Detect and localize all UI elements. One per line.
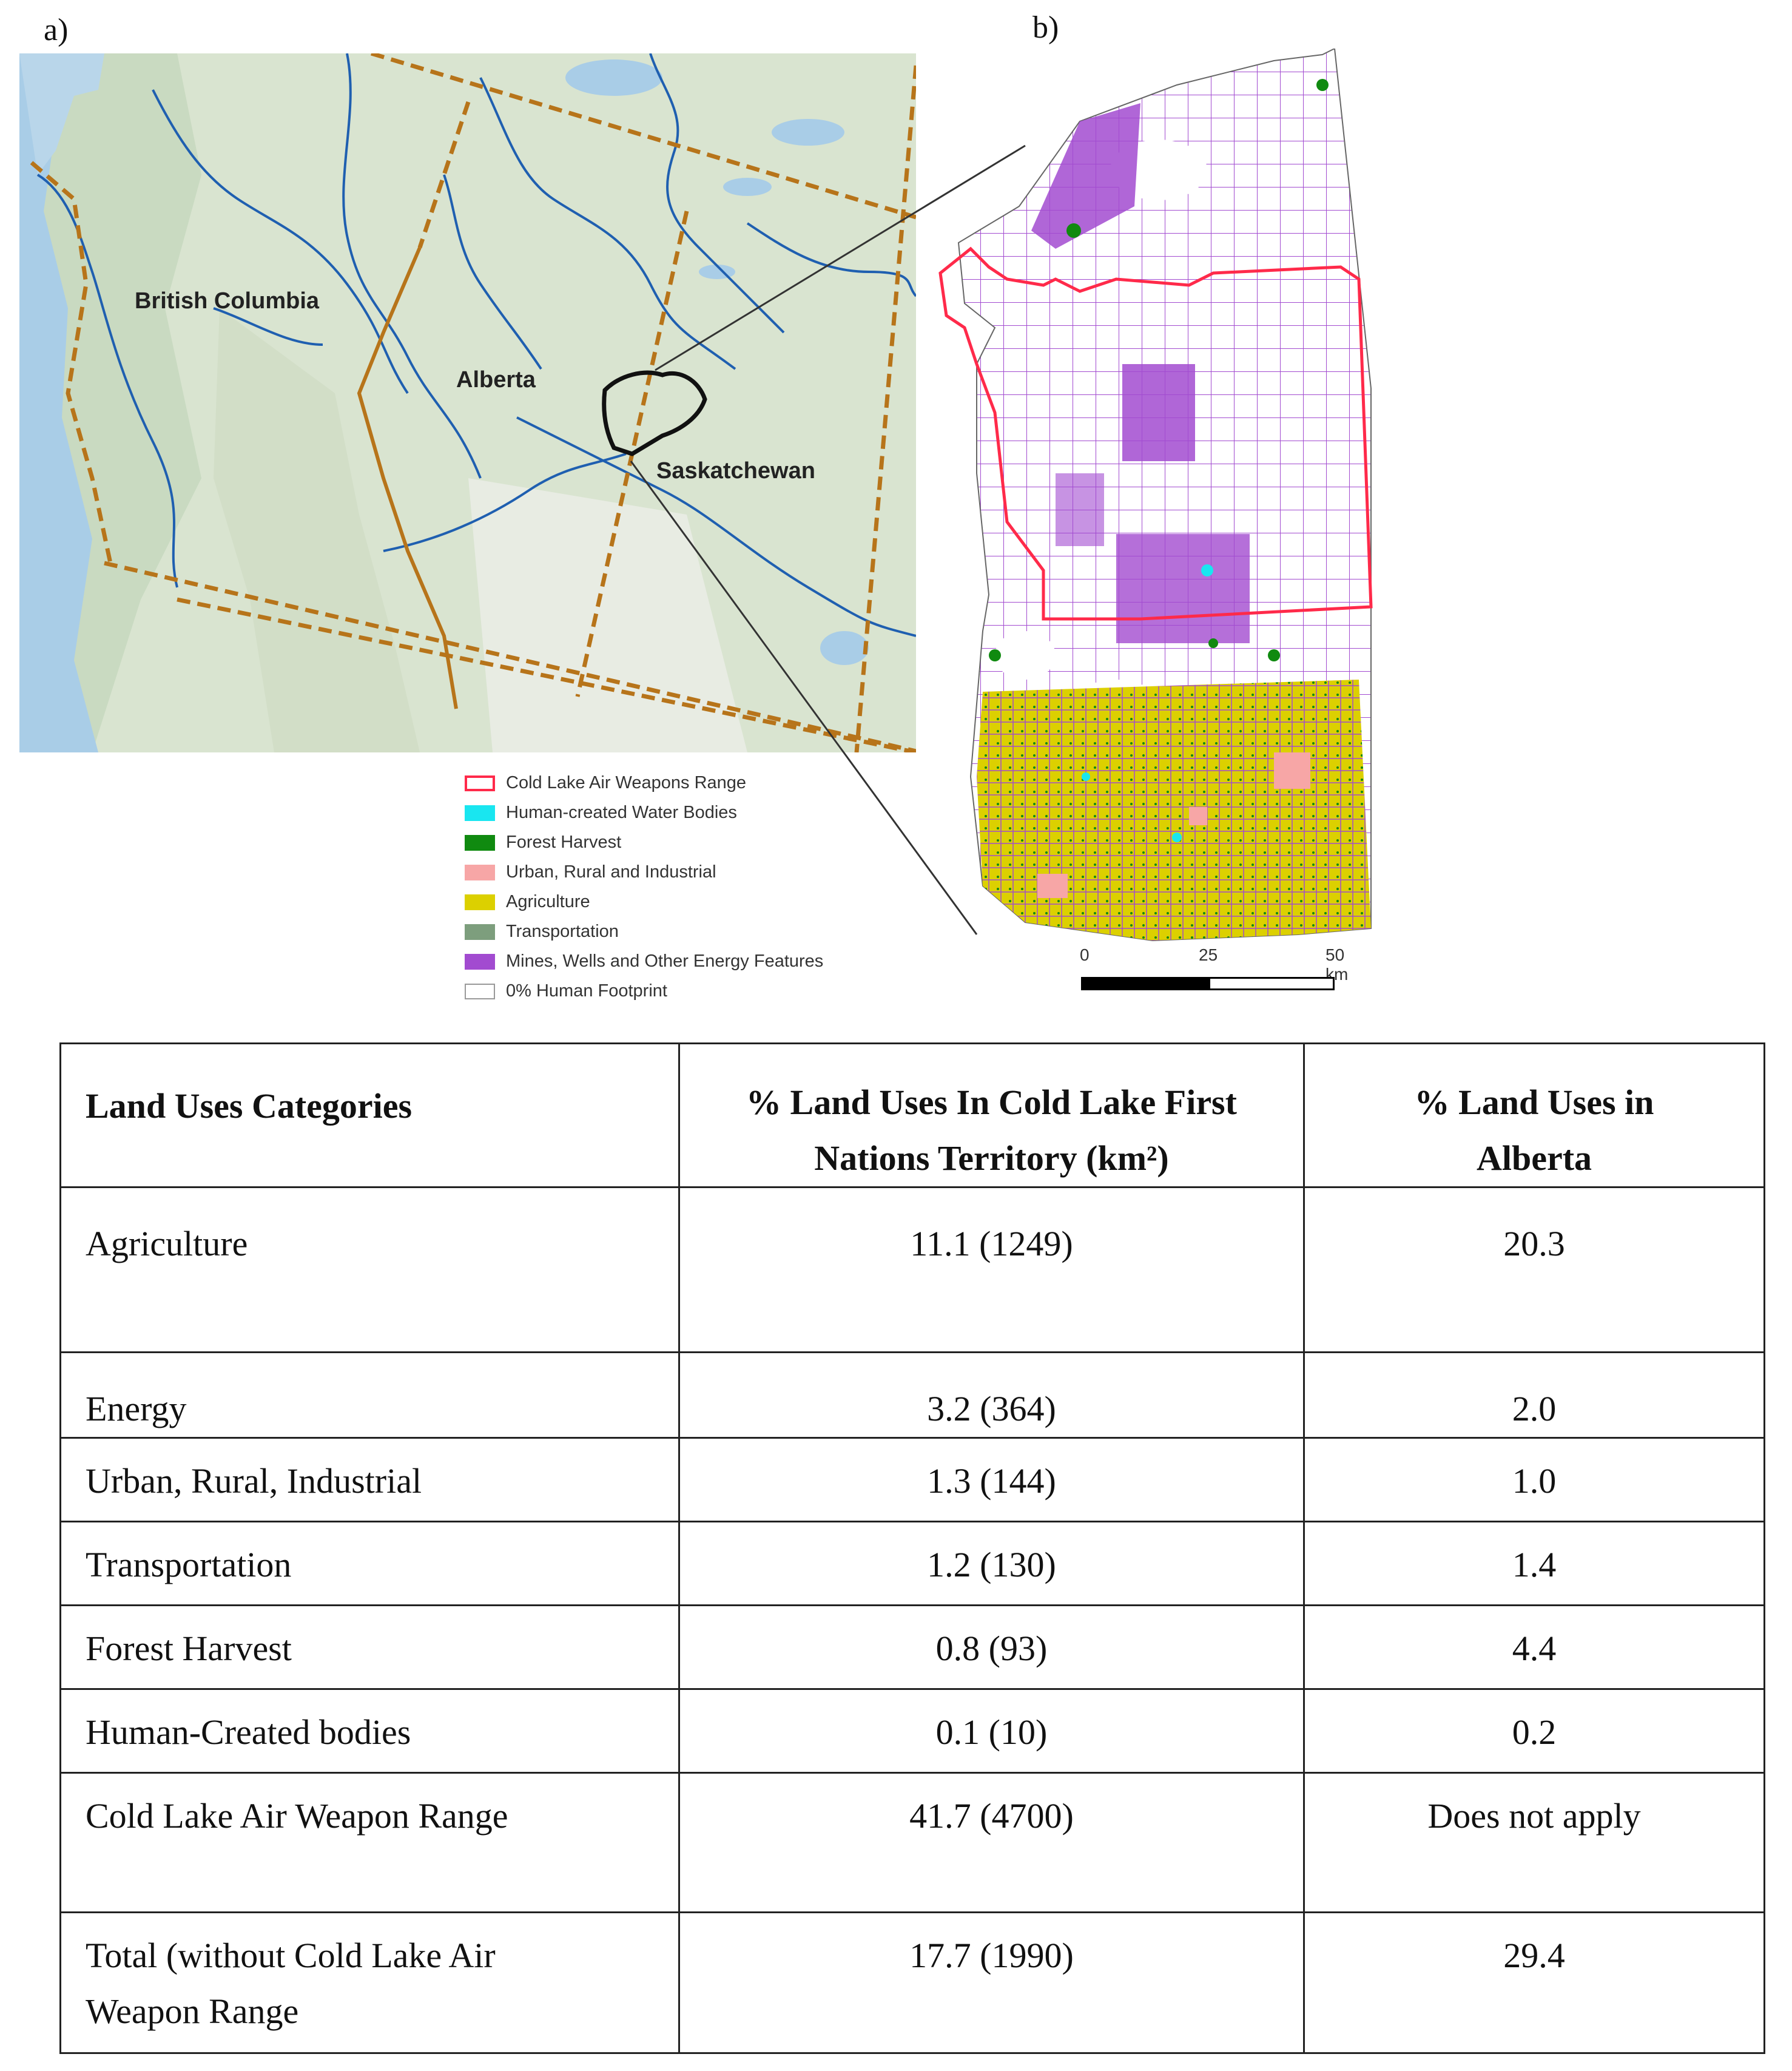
legend-label: Transportation <box>506 922 619 941</box>
legend-item: Transportation <box>465 917 901 947</box>
legend-label: 0% Human Footprint <box>506 981 667 1001</box>
legend-label: Cold Lake Air Weapons Range <box>506 773 747 792</box>
label-british-columbia: British Columbia <box>135 288 320 314</box>
scale-bar: 0 25 50 km <box>1080 945 1348 994</box>
scale-bar-black <box>1081 977 1208 990</box>
legend-item: Forest Harvest <box>465 828 901 857</box>
legend-item: Agriculture <box>465 887 901 917</box>
panel-a-label: a) <box>44 13 69 47</box>
cell-alberta: 1.4 <box>1303 1521 1765 1606</box>
table-row: Energy 3.2 (364) 2.0 <box>59 1351 1765 1439</box>
legend-label: Urban, Rural and Industrial <box>506 862 716 882</box>
map-legend: Cold Lake Air Weapons Range Human-create… <box>465 768 901 1006</box>
table-row: Agriculture 11.1 (1249) 20.3 <box>59 1186 1765 1353</box>
table-row: Human-Created bodies 0.1 (10) 0.2 <box>59 1688 1765 1774</box>
legend-item: 0% Human Footprint <box>465 976 901 1006</box>
label-saskatchewan: Saskatchewan <box>656 458 815 484</box>
legend-label: Mines, Wells and Other Energy Features <box>506 951 824 971</box>
cell-alberta: 2.0 <box>1303 1351 1765 1439</box>
land-use-map-graphic <box>938 49 1373 942</box>
legend-label: Agriculture <box>506 892 590 911</box>
table-header-row: Land Uses Categories % Land Uses In Cold… <box>59 1042 1765 1188</box>
cell-alberta: 0.2 <box>1303 1688 1765 1774</box>
scale-tick: 0 <box>1080 945 1090 964</box>
overview-map-graphic: British Columbia Alberta Saskatchewan <box>19 53 916 752</box>
scale-bar-white <box>1208 977 1335 990</box>
cell-category: Agriculture <box>59 1186 680 1353</box>
legend-label: Human-created Water Bodies <box>506 803 737 822</box>
connector-line-upper <box>655 144 1026 371</box>
legend-swatch <box>465 924 495 940</box>
legend-swatch <box>465 805 495 821</box>
scale-tick: 25 <box>1199 945 1218 964</box>
cell-territory: 1.2 (130) <box>678 1521 1305 1606</box>
study-area-outline <box>602 370 707 456</box>
connector-line-lower <box>630 461 978 935</box>
table-row: Cold Lake Air Weapon Range 41.7 (4700) D… <box>59 1772 1765 1913</box>
cell-alberta: Does not apply <box>1303 1772 1765 1913</box>
legend-item: Mines, Wells and Other Energy Features <box>465 947 901 976</box>
header-territory: % Land Uses In Cold Lake First Nations T… <box>678 1042 1305 1188</box>
header-categories: Land Uses Categories <box>59 1042 680 1188</box>
cell-category: Forest Harvest <box>59 1604 680 1690</box>
legend-swatch <box>465 894 495 910</box>
table-row: Total (without Cold Lake Air Weapon Rang… <box>59 1911 1765 2054</box>
overview-map: British Columbia Alberta Saskatchewan <box>19 53 916 752</box>
legend-item: Human-created Water Bodies <box>465 798 901 828</box>
cell-territory: 3.2 (364) <box>678 1351 1305 1439</box>
cell-territory: 41.7 (4700) <box>678 1772 1305 1913</box>
land-use-map <box>934 49 1395 947</box>
legend-item: Cold Lake Air Weapons Range <box>465 768 901 798</box>
legend-swatch <box>465 775 495 791</box>
cell-category: Urban, Rural, Industrial <box>59 1437 680 1522</box>
cell-territory: 0.1 (10) <box>678 1688 1305 1774</box>
panel-b-label: b) <box>1032 10 1059 45</box>
cell-territory: 11.1 (1249) <box>678 1186 1305 1353</box>
cell-alberta: 29.4 <box>1303 1911 1765 2054</box>
header-alberta: % Land Uses in Alberta <box>1303 1042 1765 1188</box>
connector-lines <box>630 144 1026 935</box>
cell-category: Transportation <box>59 1521 680 1606</box>
cell-territory: 17.7 (1990) <box>678 1911 1305 2054</box>
cell-category: Cold Lake Air Weapon Range <box>59 1772 680 1913</box>
legend-swatch <box>465 834 495 851</box>
cell-category: Energy <box>59 1351 680 1439</box>
cell-alberta: 20.3 <box>1303 1186 1765 1353</box>
legend-swatch <box>465 864 495 880</box>
cell-territory: 0.8 (93) <box>678 1604 1305 1690</box>
cell-territory: 1.3 (144) <box>678 1437 1305 1522</box>
table-row: Transportation 1.2 (130) 1.4 <box>59 1521 1765 1606</box>
cell-alberta: 1.0 <box>1303 1437 1765 1522</box>
cell-category: Total (without Cold Lake Air Weapon Rang… <box>59 1911 680 2054</box>
table-row: Urban, Rural, Industrial 1.3 (144) 1.0 <box>59 1437 1765 1522</box>
air-weapons-range-outline <box>938 246 1373 621</box>
cell-alberta: 4.4 <box>1303 1604 1765 1690</box>
legend-swatch <box>465 953 495 970</box>
land-use-table: Land Uses Categories % Land Uses In Cold… <box>59 1042 1765 2054</box>
legend-label: Forest Harvest <box>506 833 622 852</box>
cell-category: Human-Created bodies <box>59 1688 680 1774</box>
legend-swatch <box>465 983 495 999</box>
table-row: Forest Harvest 0.8 (93) 4.4 <box>59 1604 1765 1690</box>
label-alberta: Alberta <box>456 367 536 393</box>
legend-item: Urban, Rural and Industrial <box>465 857 901 887</box>
